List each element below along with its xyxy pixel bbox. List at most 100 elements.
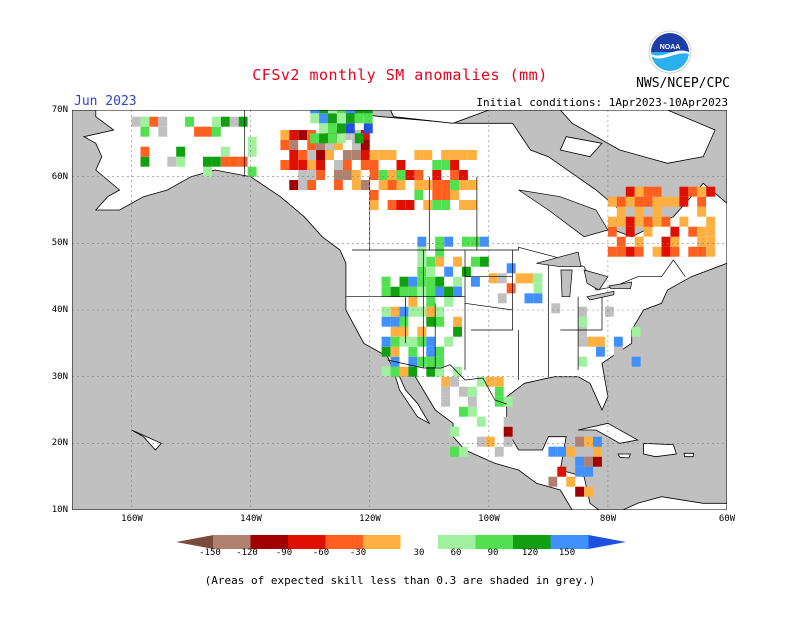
anomaly-cell [688, 246, 698, 257]
anomaly-cell [613, 366, 623, 377]
anomaly-cell [405, 200, 415, 210]
anomaly-cell [441, 190, 451, 200]
anomaly-cell [688, 186, 698, 197]
anomaly-cell [423, 200, 433, 210]
anomaly-cell [378, 180, 388, 190]
anomaly-cell [247, 146, 257, 157]
anomaly-cell [342, 170, 352, 180]
anomaly-cell [462, 236, 471, 247]
soil-moisture-anomaly-map [72, 110, 727, 510]
anomaly-cell [316, 160, 325, 170]
anomaly-cell [622, 366, 632, 377]
anomaly-cell [328, 133, 337, 144]
anomaly-cell [450, 190, 459, 200]
anomaly-cell [459, 170, 468, 180]
anomaly-cell [578, 326, 587, 337]
great-lake [536, 251, 582, 268]
anomaly-cell [584, 456, 593, 467]
noaa-logo-icon: NOAA [648, 30, 692, 74]
anomaly-cell [479, 236, 489, 247]
anomaly-cell [369, 170, 379, 180]
anomaly-cell [661, 236, 671, 247]
anomaly-cell [435, 276, 445, 287]
anomaly-cell [345, 123, 355, 134]
anomaly-cell [158, 126, 168, 137]
anomaly-cell [584, 436, 593, 447]
anomaly-cell [441, 386, 451, 397]
anomaly-cell [307, 170, 317, 180]
anomaly-cell [450, 160, 459, 170]
anomaly-cell [390, 366, 400, 377]
anomaly-cell [468, 396, 477, 407]
anomaly-cell [342, 150, 352, 160]
anomaly-cell [459, 200, 468, 210]
border-line [387, 359, 507, 405]
anomaly-cell [566, 446, 576, 457]
anomaly-cell [706, 226, 716, 237]
anomaly-cell [417, 256, 427, 267]
anomaly-cell [381, 336, 391, 347]
anomaly-cell [584, 466, 593, 477]
anomaly-cell [575, 466, 585, 477]
anomaly-cell [247, 166, 257, 177]
anomaly-cell [506, 263, 516, 274]
anomaly-cell [363, 110, 373, 114]
anomaly-cell [381, 316, 391, 327]
land-victoria-island [390, 110, 490, 124]
anomaly-cell [652, 196, 662, 207]
anomaly-cell [634, 186, 644, 197]
anomaly-cell [319, 113, 328, 124]
anomaly-cell [417, 236, 427, 247]
lat-label-60n: 60N [51, 172, 68, 182]
anomaly-cell [515, 273, 525, 284]
great-lake [560, 269, 573, 298]
anomaly-cell [450, 180, 459, 190]
legend-label-2: -90 [275, 548, 293, 558]
anomaly-cell [280, 130, 290, 140]
anomaly-cell [417, 246, 427, 257]
anomaly-cell [479, 256, 489, 267]
anomaly-cell [557, 466, 567, 477]
anomaly-cell [548, 446, 558, 457]
lat-label-50n: 50N [51, 238, 68, 248]
anomaly-cell [476, 416, 486, 427]
anomaly-cell [176, 156, 186, 167]
anomaly-cell [524, 293, 534, 304]
legend-label-6: 60 [450, 548, 462, 558]
legend-swatch [288, 535, 327, 549]
anomaly-cell [298, 180, 308, 190]
legend-swatch-arrow-high [588, 535, 626, 549]
anomaly-cell [468, 386, 477, 397]
anomaly-cell [426, 296, 436, 307]
land-jamaica [617, 453, 632, 459]
anomaly-cell [468, 180, 477, 190]
anomaly-cell [131, 116, 141, 127]
anomaly-cell [652, 206, 662, 217]
anomaly-cell [417, 306, 427, 317]
anomaly-cell [325, 140, 334, 150]
anomaly-cell [185, 116, 194, 127]
anomaly-cell [334, 160, 343, 170]
anomaly-cell [453, 316, 462, 327]
anomaly-cell [220, 146, 230, 157]
anomaly-cell [444, 266, 454, 277]
anomaly-cell [354, 113, 364, 124]
anomaly-cell [280, 160, 290, 170]
anomaly-cell [417, 286, 427, 297]
anomaly-cell [652, 216, 662, 227]
anomaly-cell [485, 376, 495, 387]
anomaly-cell [578, 316, 587, 327]
lon-label-80w: 80W [599, 514, 617, 524]
legend-label-9: 150 [558, 548, 576, 558]
anomaly-cell [593, 436, 602, 447]
anomaly-cell [426, 306, 436, 317]
anomaly-cell [211, 126, 221, 137]
anomaly-cell [319, 110, 328, 114]
anomaly-cell [387, 200, 397, 210]
legend-swatch [325, 535, 364, 549]
anomaly-cell [238, 156, 248, 167]
anomaly-cell [289, 130, 299, 140]
anomaly-cell [426, 266, 436, 277]
anomaly-cell [414, 170, 424, 180]
anomaly-cell [408, 286, 418, 297]
